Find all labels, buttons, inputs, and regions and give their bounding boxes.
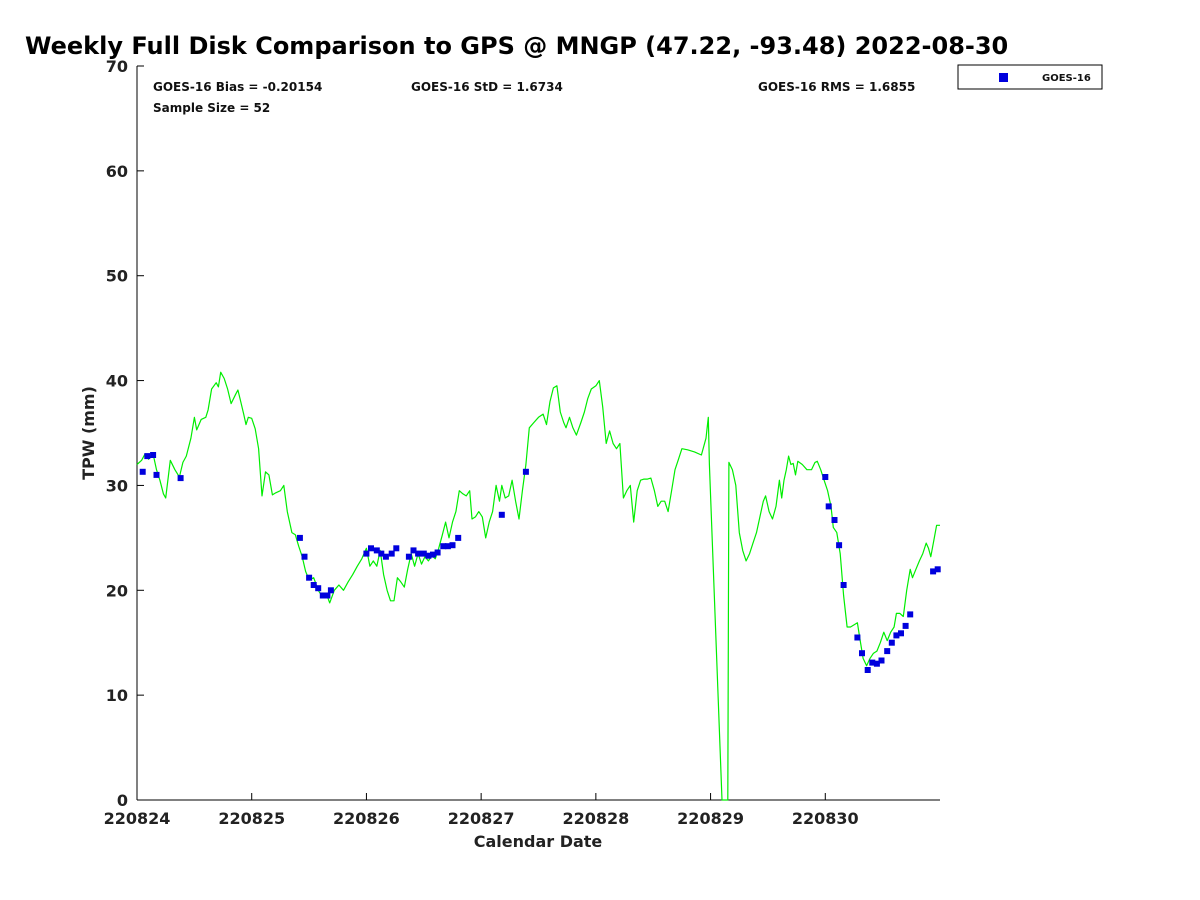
goes-data-point [415, 550, 422, 557]
goes-data-point [405, 553, 412, 560]
goes-data-point [327, 587, 334, 594]
goes-data-point [373, 547, 380, 554]
goes-data-point [150, 452, 157, 458]
goes-data-point [382, 553, 389, 560]
goes-data-point [363, 550, 370, 557]
goes-data-point [893, 632, 900, 639]
y-tick-label: 30 [106, 476, 128, 495]
goes-data-point [368, 545, 374, 552]
goes-data-point [388, 550, 395, 557]
goes-data-point [420, 550, 427, 557]
legend-goes-marker [999, 73, 1008, 82]
goes-data-point [902, 622, 909, 629]
y-tick-label: 10 [106, 686, 128, 705]
chart-title: Weekly Full Disk Comparison to GPS @ MNG… [25, 32, 1008, 60]
goes-data-point [930, 568, 937, 575]
goes-data-point [898, 630, 904, 637]
goes-data-point [425, 552, 432, 559]
x-tick-label: 220828 [562, 809, 629, 828]
goes-data-point [319, 592, 326, 599]
goes-data-point [859, 650, 865, 657]
goes-data-point [449, 542, 456, 549]
goes-data-point [831, 517, 838, 523]
goes-data-point [873, 660, 880, 667]
goes-data-point [840, 582, 847, 588]
stat-rms: GOES-16 RMS = 1.6855 [758, 80, 915, 94]
goes-data-point [825, 503, 832, 510]
stat-bias: GOES-16 Bias = -0.20154 [153, 80, 322, 94]
goes-data-point [434, 549, 441, 556]
gps-series-line [136, 371, 940, 801]
goes-data-point [324, 592, 331, 599]
goes-data-point [296, 534, 303, 541]
goes-data-point [410, 547, 417, 554]
goes-data-point [306, 574, 313, 581]
y-tick-label: 40 [106, 372, 128, 391]
x-tick-label: 220827 [448, 809, 515, 828]
goes-data-point [144, 453, 151, 460]
series-layer [136, 371, 941, 801]
y-tick-label: 0 [117, 791, 128, 810]
goes-data-point [315, 585, 322, 592]
legend-box [957, 64, 1103, 90]
y-tick-label: 60 [106, 162, 128, 181]
goes-data-point [836, 542, 843, 549]
goes-data-point [854, 634, 861, 641]
goes-data-point [455, 534, 462, 541]
stat-sample-size: Sample Size = 52 [153, 101, 270, 115]
goes-data-point [907, 611, 914, 618]
goes-data-point [498, 511, 505, 518]
goes-data-point [301, 553, 308, 560]
x-tick-label: 220825 [218, 809, 285, 828]
goes-data-point [522, 468, 529, 475]
goes-data-point [430, 551, 436, 558]
goes-data-point [153, 471, 160, 478]
x-axis: 220824 220825 220826 220827 220828 220829 2208… [104, 793, 859, 828]
y-tick-label: 20 [106, 581, 128, 600]
y-tick-label: 70 [106, 57, 128, 76]
goes-data-point [884, 648, 891, 655]
y-axis-label: TPW (mm) [79, 386, 98, 480]
goes-data-point [822, 474, 829, 480]
x-tick-label: 220829 [677, 809, 744, 828]
goes-data-point [310, 582, 317, 588]
goes-data-point [934, 566, 941, 573]
x-tick-label: 220826 [333, 809, 400, 828]
goes-data-point [393, 545, 400, 552]
goes-data-point [869, 659, 876, 666]
stat-std: GOES-16 StD = 1.6734 [411, 80, 563, 94]
legend: GOES-16 [957, 64, 1103, 90]
legend-goes-label: GOES-16 [1042, 73, 1091, 84]
goes-data-point [444, 543, 451, 550]
goes-data-point [139, 468, 146, 475]
x-tick-label: 220824 [104, 809, 171, 828]
goes-data-point [177, 475, 184, 482]
goes-data-point [878, 657, 885, 664]
y-tick-label: 50 [106, 267, 128, 286]
goes-data-point [378, 550, 385, 557]
y-axis: 0 10 20 30 40 50 60 70 [106, 57, 144, 810]
goes-data-point [888, 639, 895, 646]
goes-data-point [440, 543, 447, 550]
x-axis-label: Calendar Date [474, 832, 603, 851]
goes-data-point [864, 667, 871, 673]
x-tick-label: 220830 [792, 809, 859, 828]
